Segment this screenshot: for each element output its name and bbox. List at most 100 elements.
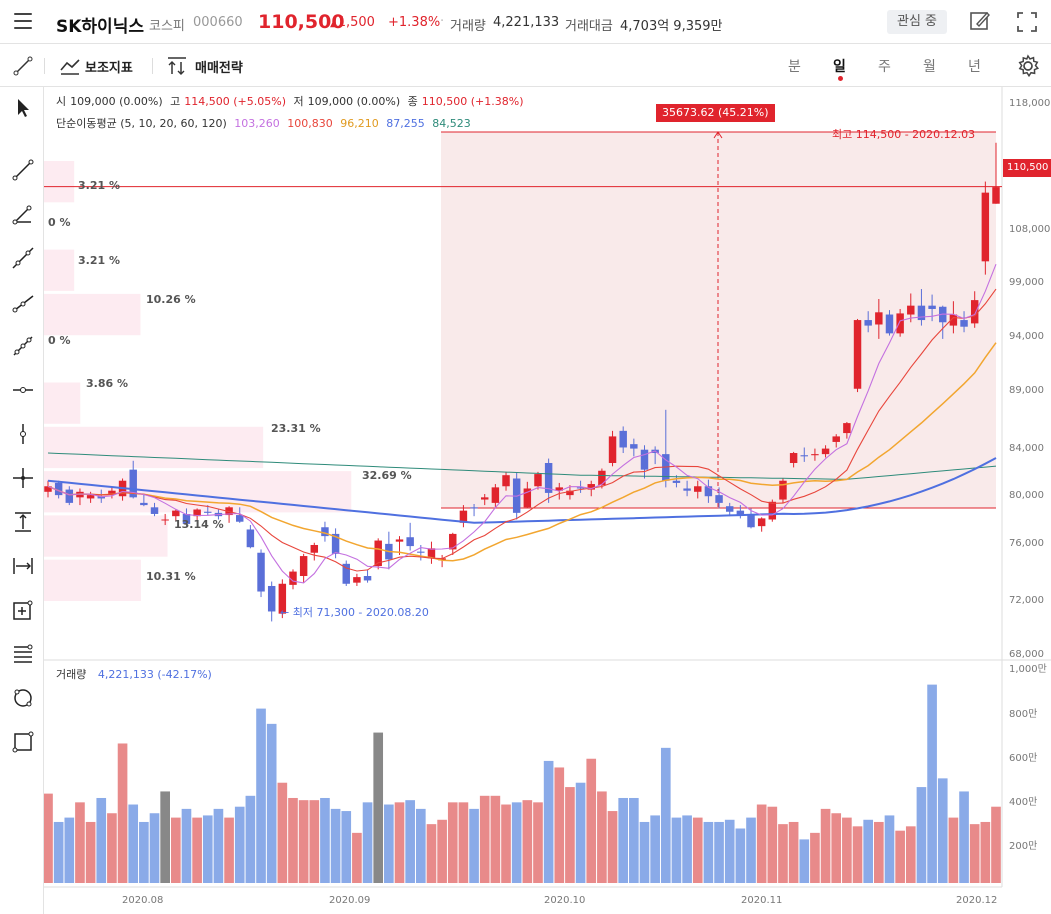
- separator-dot: ·: [440, 14, 445, 29]
- volume-bar: [575, 782, 586, 883]
- volume-bar: [330, 808, 341, 883]
- volume-bar: [437, 819, 447, 883]
- candle-body: [449, 533, 457, 550]
- chart-area[interactable]: 시 109,000 (0.00%) 고 114,500 (+5.05%) 저 109,…: [44, 87, 1051, 914]
- candle-body: [129, 469, 137, 498]
- volume-bar: [969, 824, 980, 883]
- period-year[interactable]: 년: [968, 59, 981, 75]
- candle-body: [800, 455, 808, 457]
- period-minute[interactable]: 분: [788, 59, 801, 75]
- ma10-line: [47, 288, 997, 572]
- high-value: 114,500 (+5.05%): [184, 95, 286, 108]
- candle-body: [374, 540, 382, 567]
- volume-bar: [778, 824, 788, 883]
- candle-body: [97, 496, 105, 499]
- menu-icon[interactable]: [14, 13, 32, 29]
- volume-bar: [352, 832, 362, 883]
- volume-bar: [511, 802, 522, 883]
- strategy-button[interactable]: 매매전략: [195, 61, 243, 76]
- market-name: 코스피: [149, 19, 185, 34]
- candle-body: [576, 487, 585, 489]
- fullscreen-icon[interactable]: [1016, 11, 1038, 33]
- price-chart[interactable]: [44, 87, 1051, 914]
- volume-y-tick: 400만: [1009, 797, 1038, 808]
- line-draw-icon[interactable]: [13, 56, 33, 76]
- volume-bar: [107, 813, 117, 883]
- y-tick: 99,000: [1009, 277, 1044, 288]
- ma-label: 단순이동평균 (5, 10, 20, 60, 120): [56, 117, 227, 130]
- candle-body: [566, 490, 574, 496]
- date-range-icon[interactable]: [11, 554, 35, 578]
- volume-bar: [905, 826, 916, 883]
- volume-bar: [874, 821, 884, 883]
- candle-body: [715, 495, 723, 503]
- profile-label: 0 %: [48, 334, 71, 347]
- period-week[interactable]: 주: [878, 59, 891, 75]
- ray-line-icon[interactable]: [11, 290, 35, 314]
- high-note: 최고 114,500 - 2020.12.03: [832, 128, 976, 141]
- candle-body: [757, 518, 766, 527]
- volume-bar: [831, 813, 842, 883]
- range-badge: 35673.62 (45.21%): [656, 104, 775, 122]
- vertical-line-icon[interactable]: [11, 422, 35, 446]
- x-tick: 2020.12: [956, 895, 998, 906]
- volume-bar: [810, 832, 820, 883]
- candle-body: [640, 449, 649, 470]
- candle-body: [630, 444, 638, 449]
- period-day[interactable]: 일: [833, 59, 846, 75]
- candle-body: [704, 486, 713, 497]
- volume-bar: [44, 793, 53, 883]
- settings-icon[interactable]: [1016, 54, 1040, 78]
- ma20-line: [47, 342, 997, 562]
- profile-label: 10.31 %: [146, 570, 196, 583]
- volume-bar: [884, 815, 895, 883]
- volume-bar: [980, 821, 991, 883]
- parallel-line-icon[interactable]: [11, 334, 35, 358]
- cursor-icon[interactable]: [11, 96, 35, 120]
- stock-code: 000660: [193, 15, 243, 30]
- x-tick: 2020.10: [544, 895, 586, 906]
- candle-body: [86, 495, 95, 499]
- candle-body: [875, 312, 883, 325]
- low-note: ← 최저 71,300 - 2020.08.20: [280, 606, 429, 619]
- volume-bar: [117, 743, 128, 883]
- x-tick: 2020.11: [741, 895, 783, 906]
- candle-body: [598, 470, 606, 486]
- crosshair-icon[interactable]: [11, 466, 35, 490]
- indicator-icon[interactable]: [59, 56, 81, 76]
- candle-body: [342, 563, 350, 584]
- volume-y-tick: 200만: [1009, 841, 1038, 852]
- extended-line-icon[interactable]: [11, 246, 35, 270]
- add-box-icon[interactable]: [11, 598, 35, 622]
- volume-bar: [373, 732, 384, 883]
- edit-icon[interactable]: [969, 10, 991, 32]
- close-value: 110,500 (+1.38%): [421, 95, 524, 108]
- candle-body: [204, 511, 212, 513]
- candle-body: [172, 510, 180, 517]
- candle-body: [193, 509, 201, 517]
- candle-body: [811, 454, 819, 456]
- angle-line-icon[interactable]: [11, 202, 35, 226]
- volume-profile-bar: [44, 293, 141, 336]
- candle-body: [694, 486, 702, 492]
- fibonacci-icon[interactable]: [11, 642, 35, 666]
- horizontal-line-icon[interactable]: [11, 378, 35, 402]
- circle-tool-icon[interactable]: [11, 686, 35, 710]
- amount-label: 거래대금: [565, 19, 613, 34]
- volume-profile-bar: [44, 426, 264, 469]
- strategy-icon[interactable]: [166, 56, 188, 76]
- volume-bar: [341, 811, 352, 883]
- candle-body: [683, 488, 691, 491]
- profile-label: 23.31 %: [271, 422, 321, 435]
- favorite-button[interactable]: 관심 중: [887, 10, 947, 34]
- rectangle-tool-icon[interactable]: [11, 730, 35, 754]
- price-range-icon[interactable]: [11, 510, 35, 534]
- volume-bar: [479, 795, 490, 883]
- volume-bar: [202, 815, 213, 883]
- indicator-button[interactable]: 보조지표: [85, 61, 133, 76]
- period-month[interactable]: 월: [923, 59, 936, 75]
- volume-bar: [96, 797, 107, 883]
- volume-y-tick: 800만: [1009, 709, 1038, 720]
- volume-bar: [692, 817, 703, 883]
- trend-line-icon[interactable]: [11, 158, 35, 182]
